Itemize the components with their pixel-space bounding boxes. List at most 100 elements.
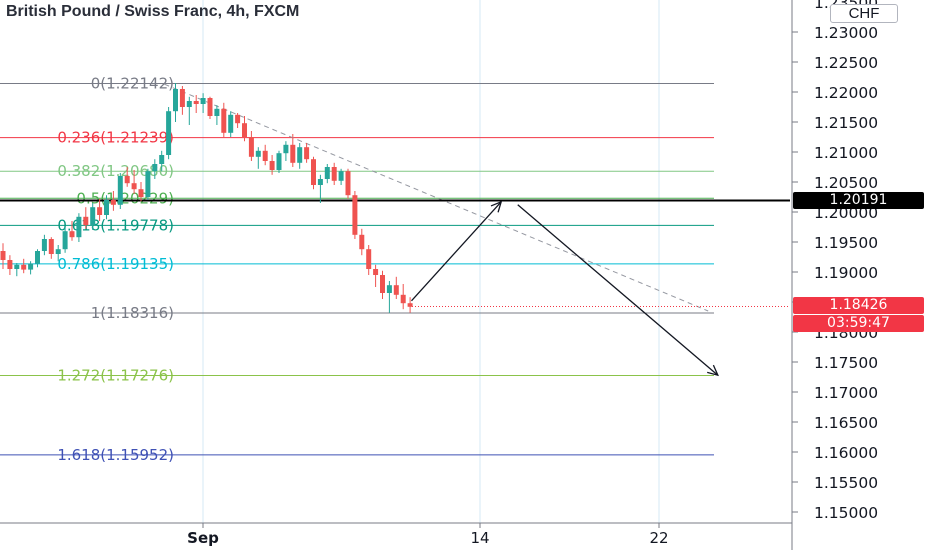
price-tick-label: 1.21500 xyxy=(814,114,878,132)
price-axis[interactable]: 1.15000 1.15500 1.16000 1.16500 1.17000 1.175… xyxy=(791,0,878,550)
candle-body xyxy=(131,183,137,190)
candle-body xyxy=(393,285,399,295)
candle-body xyxy=(145,171,151,197)
countdown-tag: 03:59:47 xyxy=(793,315,924,333)
candle-body xyxy=(228,114,234,133)
price-tick-label: 1.21000 xyxy=(814,144,878,162)
candle-body xyxy=(179,89,185,107)
chart-grid xyxy=(202,0,660,523)
candle-body xyxy=(345,171,351,196)
candle-body xyxy=(317,179,323,185)
last-price-tag: 1.18426 xyxy=(793,297,924,315)
candle-body xyxy=(110,200,116,205)
price-tick-label: 1.17500 xyxy=(814,354,878,372)
candle-body xyxy=(331,167,337,181)
candle-body xyxy=(269,161,275,170)
candle-body xyxy=(235,114,241,124)
price-tick-label: 1.20500 xyxy=(814,174,878,192)
candle-body xyxy=(262,150,268,161)
projection-arrow xyxy=(410,201,502,302)
candle-body xyxy=(380,275,385,293)
candle-body xyxy=(248,137,254,157)
fib-level-label: 0.382(1.20680) xyxy=(57,162,174,180)
arrow-head xyxy=(490,200,503,213)
chart-drawings[interactable] xyxy=(0,83,790,377)
candle-body xyxy=(193,101,199,104)
price-tick-label: 1.15000 xyxy=(814,504,878,522)
candle-body xyxy=(324,167,330,179)
level-price-tag: 1.20191 xyxy=(793,192,924,210)
candle-body xyxy=(338,171,344,181)
candle-body xyxy=(366,249,372,269)
time-tick-label: 14 xyxy=(470,529,489,547)
candle-body xyxy=(173,89,178,112)
trend-line xyxy=(164,83,709,312)
price-tick-label: 1.22500 xyxy=(814,54,878,72)
candle-body xyxy=(352,195,358,235)
candle-body xyxy=(221,108,227,133)
candle-body xyxy=(41,239,47,251)
candle-body xyxy=(373,269,379,275)
candle-body xyxy=(76,216,82,238)
candle-body xyxy=(48,239,54,254)
candle-body xyxy=(83,216,89,226)
candle-body xyxy=(14,264,20,269)
candle-body xyxy=(207,98,213,116)
fib-level-label: 0.5(1.20229) xyxy=(76,189,174,207)
candle-body xyxy=(386,285,392,293)
chart-title: British Pound / Swiss Franc, 4h, FXCM xyxy=(6,3,300,20)
candle-body xyxy=(97,207,103,215)
fib-level-label: 1(1.18316) xyxy=(91,304,174,322)
candle-body xyxy=(186,101,192,107)
candle-body xyxy=(35,251,40,264)
time-tick-label: 22 xyxy=(649,529,668,547)
candle-body xyxy=(214,108,220,116)
arrow-head xyxy=(707,364,719,377)
candlestick-series xyxy=(0,83,413,313)
candle-body xyxy=(400,294,406,304)
time-axis[interactable]: Sep 14 22 xyxy=(0,522,792,547)
fib-level-label: 0(1.22142) xyxy=(91,74,174,92)
candle-body xyxy=(152,164,158,172)
fib-level-label: 1.272(1.17276) xyxy=(57,366,174,384)
candle-body xyxy=(28,263,34,270)
candle-body xyxy=(124,176,130,184)
candle-body xyxy=(359,234,365,250)
candle-body xyxy=(69,231,75,238)
candle-body xyxy=(200,98,206,104)
fib-level-label: 0.618(1.19778) xyxy=(57,216,174,234)
price-tick-label: 1.23000 xyxy=(814,24,878,42)
price-tick-label: 1.19500 xyxy=(814,234,878,252)
candle-body xyxy=(138,189,144,197)
candle-body xyxy=(21,264,27,270)
candle-body xyxy=(297,147,303,163)
candle-body xyxy=(117,176,123,205)
candle-body xyxy=(283,144,289,154)
candle-body xyxy=(311,159,316,185)
candle-body xyxy=(407,303,413,307)
fib-level-label: 0.236(1.21239) xyxy=(57,129,174,147)
candle-body xyxy=(276,153,282,170)
candle-body xyxy=(159,155,165,164)
currency-label[interactable]: CHF xyxy=(830,4,898,23)
price-tick-label: 1.16000 xyxy=(814,444,878,462)
price-tick-label: 1.19000 xyxy=(814,264,878,282)
price-tick-label: 1.17000 xyxy=(814,384,878,402)
candle-body xyxy=(255,150,261,157)
candle-body xyxy=(0,251,6,260)
candle-body xyxy=(290,144,296,163)
candle-body xyxy=(304,147,310,160)
fib-level-label: 0.786(1.19135) xyxy=(57,255,174,273)
candle-body xyxy=(7,260,13,269)
projection-arrow xyxy=(517,204,719,376)
candle-body xyxy=(166,111,172,155)
candle-body xyxy=(62,231,68,250)
price-tick-label: 1.15500 xyxy=(814,474,878,492)
fib-level-label: 1.618(1.15952) xyxy=(57,446,174,464)
time-tick-label: Sep xyxy=(187,529,219,547)
candle-body xyxy=(55,249,61,254)
price-tick-label: 1.16500 xyxy=(814,414,878,432)
candle-body xyxy=(104,200,109,215)
price-tick-label: 1.22000 xyxy=(814,84,878,102)
